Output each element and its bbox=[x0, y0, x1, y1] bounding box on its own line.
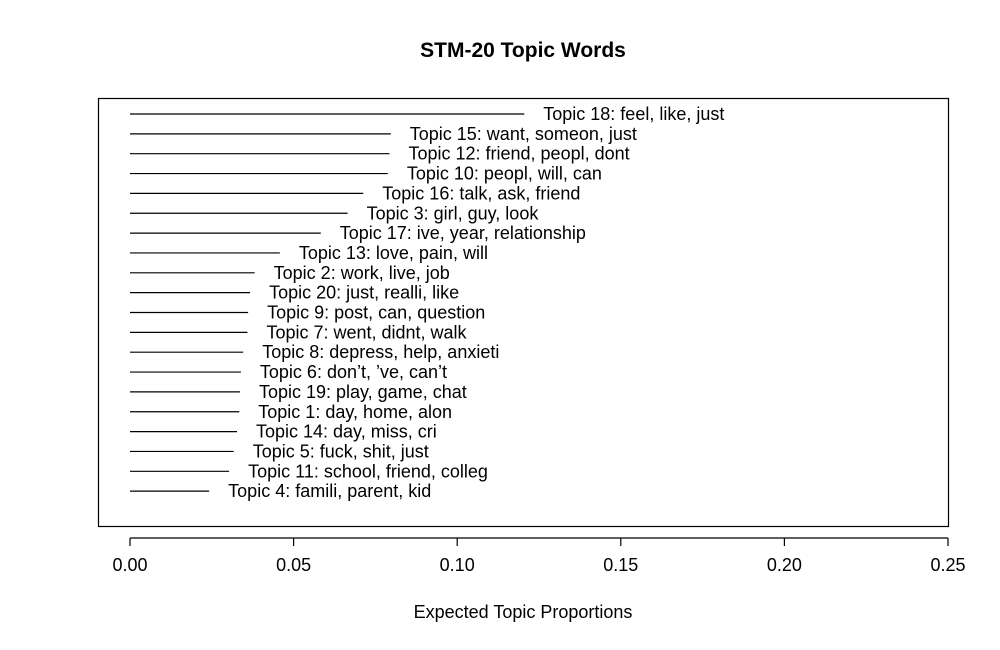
x-tick-label: 0.25 bbox=[930, 555, 965, 575]
bar-label: Topic 5: fuck, shit, just bbox=[253, 441, 429, 461]
bar-label: Topic 1: day, home, alon bbox=[258, 402, 452, 422]
bar-label: Topic 14: day, miss, cri bbox=[256, 422, 437, 442]
bar-label: Topic 16: talk, ask, friend bbox=[382, 183, 580, 203]
bar-label: Topic 12: friend, peopl, dont bbox=[408, 144, 629, 164]
x-tick-label: 0.05 bbox=[276, 555, 311, 575]
bar-label: Topic 17: ive, year, relationship bbox=[340, 223, 586, 243]
chart-title: STM-20 Topic Words bbox=[420, 39, 626, 62]
x-tick-label: 0.10 bbox=[440, 555, 475, 575]
bar-label: Topic 6: don’t, ’ve, can’t bbox=[260, 362, 447, 382]
bar-label: Topic 2: work, live, job bbox=[274, 263, 450, 283]
bar-label: Topic 9: post, can, question bbox=[267, 303, 485, 323]
x-tick-label: 0.00 bbox=[112, 555, 147, 575]
bar-label: Topic 4: famili, parent, kid bbox=[228, 481, 431, 501]
bar-label: Topic 8: depress, help, anxieti bbox=[262, 342, 499, 362]
bar-label: Topic 19: play, game, chat bbox=[259, 382, 467, 402]
bar-label: Topic 10: peopl, will, can bbox=[407, 164, 602, 184]
bars bbox=[130, 113, 525, 492]
bar-label: Topic 15: want, someon, just bbox=[410, 124, 637, 144]
bar-label: Topic 13: love, pain, will bbox=[299, 243, 488, 263]
bar-label: Topic 20: just, realli, like bbox=[269, 283, 459, 303]
x-axis-ticks: 0.00 0.05 0.10 0.15 0.20 0.25 bbox=[112, 538, 966, 575]
x-axis-label: Expected Topic Proportions bbox=[414, 602, 633, 622]
bar-label: Topic 11: school, friend, colleg bbox=[248, 461, 488, 481]
plot-box bbox=[97, 97, 950, 528]
bar-label: Topic 3: girl, guy, look bbox=[367, 203, 540, 223]
bar-label: Topic 7: went, didnt, walk bbox=[266, 322, 467, 342]
x-tick-label: 0.20 bbox=[767, 555, 802, 575]
bar-label: Topic 18: feel, like, just bbox=[543, 104, 724, 124]
x-tick-label: 0.15 bbox=[603, 555, 638, 575]
